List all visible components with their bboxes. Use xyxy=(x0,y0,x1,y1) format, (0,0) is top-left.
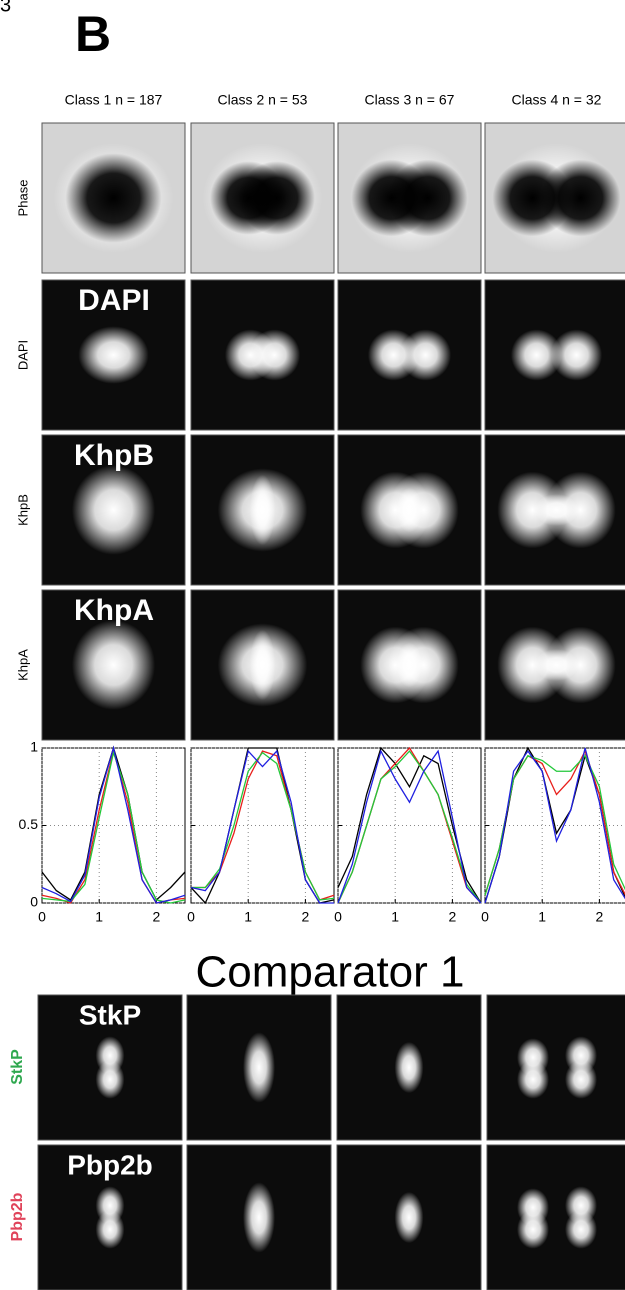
cell-spot xyxy=(394,1191,424,1244)
panel-label: B xyxy=(75,6,111,62)
cell-spot xyxy=(243,1032,275,1103)
x-tick-label: 0 xyxy=(38,909,46,925)
comparator-title: Comparator 1 xyxy=(195,948,464,997)
cell-spot xyxy=(565,1060,597,1099)
cell-spot xyxy=(540,159,621,237)
micrograph xyxy=(486,1144,625,1290)
cell-spot xyxy=(71,620,156,710)
y-tick-label: 0 xyxy=(30,894,38,910)
column-header: Class 3 n = 67 xyxy=(365,92,455,108)
row-label: StkP xyxy=(9,1049,26,1085)
cell-spot xyxy=(243,1182,275,1253)
cell-spot xyxy=(95,1060,125,1099)
cell-spot xyxy=(396,642,423,688)
cell-spot xyxy=(238,161,315,235)
cell-spot xyxy=(517,1210,549,1249)
cell-spot xyxy=(510,329,563,381)
profile-line xyxy=(41,750,186,904)
row-label: DAPI xyxy=(15,340,30,370)
cell-spot xyxy=(534,649,579,681)
row-label: Pbp2b xyxy=(9,1192,26,1241)
profile-line xyxy=(337,750,482,904)
row-label: KhpB xyxy=(15,494,30,526)
cell-spot xyxy=(545,471,616,549)
row-label: KhpA xyxy=(15,649,30,681)
x-tick-label: 2 xyxy=(449,909,457,925)
x-tick-label: 0 xyxy=(481,909,489,925)
cell-spot xyxy=(565,1210,597,1249)
column-header: Class 4 n = 32 xyxy=(512,92,602,108)
cell-spot xyxy=(248,329,301,381)
x-tick-label: 0 xyxy=(334,909,342,925)
profile-line xyxy=(41,745,186,904)
x-tick-label: 2 xyxy=(302,909,310,925)
x-tick-label: 2 xyxy=(153,909,161,925)
y-tick-label: 0.5 xyxy=(19,816,39,832)
overlay-label: DAPI xyxy=(78,284,150,317)
x-tick-label: 1 xyxy=(95,909,103,925)
profile-line xyxy=(337,749,482,904)
figure-label: 3 xyxy=(0,0,11,16)
cell-spot xyxy=(78,326,149,384)
cell-spot xyxy=(95,1210,125,1249)
cell-spot xyxy=(387,159,468,237)
x-tick-label: 1 xyxy=(244,909,252,925)
cell-spot xyxy=(65,153,162,243)
cell-spot xyxy=(249,629,276,701)
x-tick-label: 1 xyxy=(538,909,546,925)
x-tick-label: 2 xyxy=(596,909,604,925)
micrograph xyxy=(486,994,625,1141)
overlay-label: KhpA xyxy=(74,594,154,627)
cell-spot xyxy=(249,474,276,546)
cell-spot xyxy=(517,1060,549,1099)
x-tick-label: 1 xyxy=(391,909,399,925)
image-grid xyxy=(37,122,625,1290)
overlay-label: Pbp2b xyxy=(67,1149,153,1180)
row-label: Phase xyxy=(15,180,30,217)
cell-spot xyxy=(399,329,452,381)
profile-line xyxy=(484,747,625,904)
cell-spot xyxy=(71,465,156,555)
column-header: Class 1 n = 187 xyxy=(65,92,163,108)
column-header: Class 2 n = 53 xyxy=(218,92,308,108)
overlay-label: StkP xyxy=(79,999,141,1030)
cell-spot xyxy=(534,494,579,526)
y-tick-label: 1 xyxy=(30,739,38,755)
profile-line xyxy=(190,749,334,904)
plot-frame xyxy=(41,747,186,904)
cell-spot xyxy=(396,487,423,533)
cell-spot xyxy=(545,626,616,704)
x-tick-label: 0 xyxy=(187,909,195,925)
cell-spot xyxy=(394,1041,424,1094)
overlay-label: KhpB xyxy=(74,439,154,472)
cell-spot xyxy=(550,329,603,381)
profile-line xyxy=(191,751,335,901)
